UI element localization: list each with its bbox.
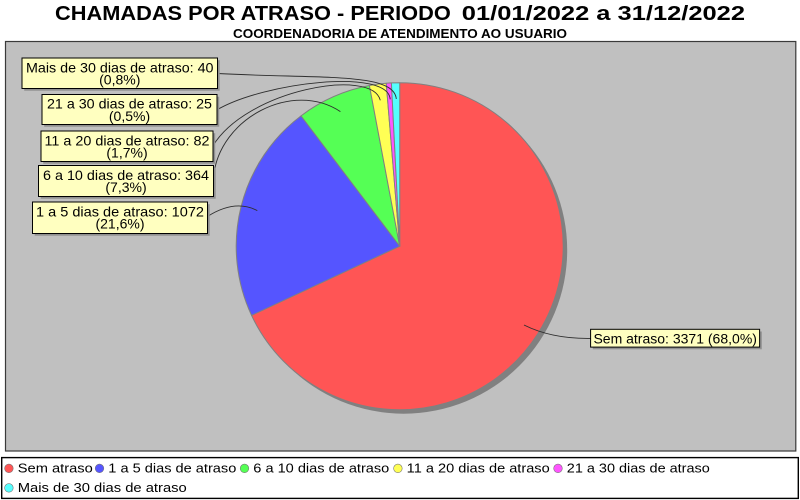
svg-text:COORDENADORIA DE ATENDIMENTO A: COORDENADORIA DE ATENDIMENTO AO USUARIO	[233, 26, 567, 41]
svg-text:6 a 10 dias de atraso: 364: 6 a 10 dias de atraso: 364	[43, 167, 209, 183]
svg-text:CHAMADAS POR ATRASO - PERIODO: CHAMADAS POR ATRASO - PERIODO	[55, 3, 451, 25]
svg-text:(0,5%): (0,5%)	[109, 108, 150, 124]
svg-text:11 a 20 dias de atraso: 11 a 20 dias de atraso	[407, 460, 550, 475]
svg-text:6 a 10 dias de atraso: 6 a 10 dias de atraso	[253, 460, 389, 475]
svg-text:21 a 30 dias de atraso: 21 a 30 dias de atraso	[567, 460, 710, 475]
svg-text:1 a 5 dias de atraso: 1072: 1 a 5 dias de atraso: 1072	[36, 204, 204, 220]
svg-text:(7,3%): (7,3%)	[105, 179, 146, 195]
svg-text:21 a 30 dias de atraso: 25: 21 a 30 dias de atraso: 25	[47, 96, 212, 112]
svg-text:Mais de 30 dias de atraso: Mais de 30 dias de atraso	[18, 480, 187, 495]
svg-text:Sem atraso: 3371 (68,0%): Sem atraso: 3371 (68,0%)	[593, 331, 757, 347]
svg-text:01/01/2022 a 31/12/2022: 01/01/2022 a 31/12/2022	[462, 3, 745, 25]
svg-text:1 a 5 dias de atraso: 1 a 5 dias de atraso	[108, 460, 236, 475]
svg-text:(21,6%): (21,6%)	[95, 216, 144, 232]
svg-text:Sem atraso: Sem atraso	[18, 460, 93, 475]
svg-text:(1,7%): (1,7%)	[106, 145, 147, 161]
svg-text:(0,8%): (0,8%)	[99, 72, 140, 88]
svg-text:Mais de 30 dias de atraso: 40: Mais de 30 dias de atraso: 40	[26, 59, 214, 75]
svg-text:11 a 20 dias de atraso: 82: 11 a 20 dias de atraso: 82	[45, 132, 210, 148]
